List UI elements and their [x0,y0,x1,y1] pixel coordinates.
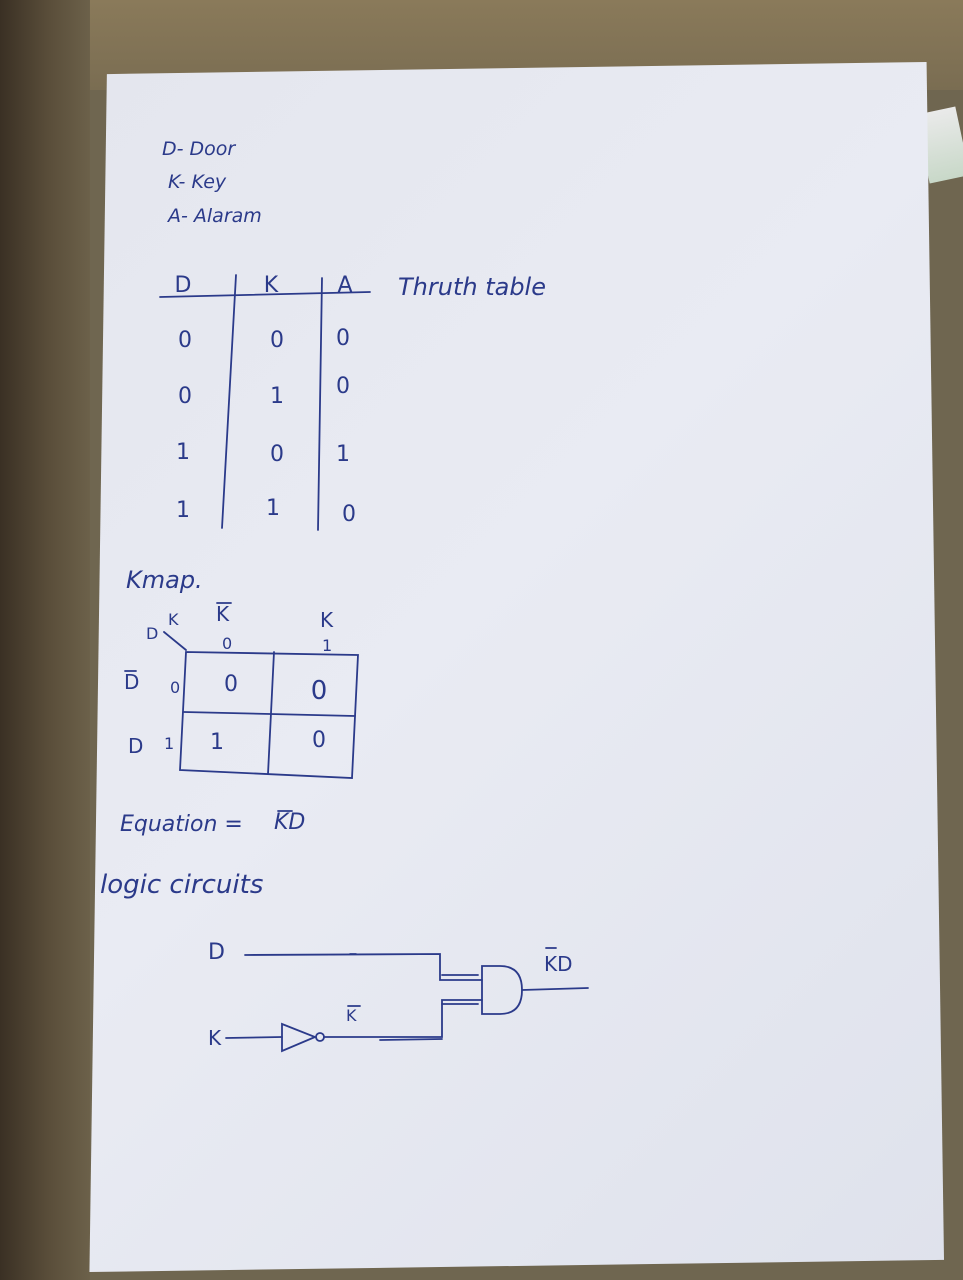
truth-table-title: Thruth table [398,273,546,301]
kmap-cell: 0 [310,676,328,706]
truth-table-cell: 1 [176,498,190,523]
legend-key: K- Key [168,171,227,193]
truth-table-cell: 1 [266,496,280,521]
not-gate [281,1022,318,1053]
truth-table-cell: 0 [336,374,350,399]
truth-table-cell: 0 [178,384,192,409]
truth-table-cell: 1 [270,384,284,409]
desk-background-left [0,0,90,1280]
kmap-col-header-kbar: K [216,602,230,626]
circuit-input-d: D [208,940,225,965]
kmap-col-value-0: 0 [222,634,233,653]
wire-double-1 [379,1038,443,1041]
legend-alarm: A- Alaram [168,205,262,227]
notebook-page [89,62,944,1272]
kmap-cell: 0 [224,672,238,697]
truth-table-cell: 0 [270,442,284,467]
kmap-row-value-1: 1 [164,734,175,753]
kmap-row-header-dbar: D [124,670,140,694]
truth-table-header-a: A [337,273,353,298]
kmap-corner-slash [163,631,187,651]
truth-table-header-line [159,291,371,298]
wire-k-in [225,1036,283,1039]
truth-table-divider-1 [221,274,237,529]
kmap-corner-col-var: K [168,610,179,629]
kmap-col-header-k: K [320,608,334,632]
kmap-row-header-d: D [128,734,144,758]
and-gate [481,965,523,1015]
kmap-title: Kmap. [126,566,203,594]
circuit-inverter-label: K [346,1006,357,1025]
wire-d [244,953,483,981]
circuit-input-k: K [208,1026,222,1050]
truth-table-cell: 0 [178,328,192,353]
truth-table-cell: 0 [270,328,284,353]
logic-title: logic circuits [100,870,264,900]
truth-table-header-k: K [263,273,279,298]
equation-label: Equation = [120,812,243,837]
kmap-box [179,651,359,779]
kmap-mid-horizontal [183,711,356,717]
wire-k-out [323,999,483,1038]
truth-table-cell: 1 [176,440,190,465]
kmap-col-value-1: 1 [322,636,333,655]
equation-value: KD [274,810,306,835]
kmap-row-value-0: 0 [170,678,181,697]
circuit-output-label: KD [544,952,573,976]
kmap-cell: 1 [210,730,224,755]
truth-table-divider-2 [317,277,323,531]
kmap-mid-vertical [267,651,275,775]
wire-output [521,987,589,991]
truth-table-header-d: D [174,273,192,298]
kmap-cell: 0 [312,728,326,753]
truth-table-cell: 0 [342,502,356,527]
legend-door: D- Door [162,138,236,160]
truth-table-cell: 0 [336,326,350,351]
kmap-corner-row-var: D [146,624,159,643]
truth-table-cell: 1 [336,442,350,467]
